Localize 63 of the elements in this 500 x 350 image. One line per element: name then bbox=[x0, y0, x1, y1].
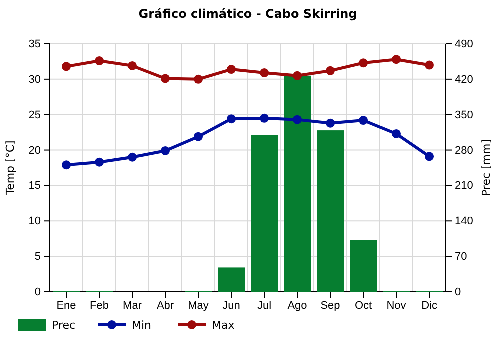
point bbox=[227, 65, 236, 74]
y-tick-label: 15 bbox=[28, 180, 41, 192]
point bbox=[359, 58, 368, 68]
legend-label: Max bbox=[212, 319, 236, 332]
x-tick-label: Mar bbox=[123, 300, 142, 312]
point bbox=[161, 74, 170, 84]
x-tick-label: Oct bbox=[354, 300, 372, 312]
y-tick-label: 25 bbox=[28, 109, 41, 122]
bar bbox=[251, 135, 278, 292]
x-tick-label: Abr bbox=[156, 300, 174, 312]
x-tick-label: Ene bbox=[56, 300, 76, 312]
point bbox=[326, 66, 335, 76]
bar bbox=[284, 76, 311, 292]
point bbox=[128, 152, 137, 162]
point bbox=[128, 61, 137, 70]
point bbox=[194, 132, 203, 142]
x-tick-label: Dic bbox=[422, 300, 438, 312]
point bbox=[62, 160, 71, 170]
chart-title: Gráfico climático - Cabo Skirring bbox=[138, 7, 358, 21]
bar bbox=[350, 240, 377, 292]
point bbox=[293, 115, 302, 124]
y2-tick-label: 140 bbox=[455, 216, 474, 228]
x-tick-label: Feb bbox=[90, 300, 109, 312]
y2-axis-title: Prec [mm] bbox=[480, 139, 493, 197]
point bbox=[260, 114, 269, 123]
point bbox=[62, 62, 71, 72]
point bbox=[95, 158, 104, 167]
point bbox=[227, 114, 236, 124]
y-tick-label: 5 bbox=[34, 251, 41, 264]
x-tick-label: Sep bbox=[320, 300, 340, 312]
bar bbox=[218, 268, 245, 292]
point bbox=[194, 74, 203, 84]
point bbox=[425, 152, 434, 162]
point bbox=[161, 146, 170, 156]
point bbox=[392, 55, 401, 64]
x-tick-label: Jul bbox=[257, 300, 272, 312]
y-tick-label: 10 bbox=[28, 216, 41, 228]
legend-label: Prec bbox=[52, 319, 76, 332]
y-tick-label: 30 bbox=[28, 74, 41, 86]
y2-tick-label: 350 bbox=[455, 109, 474, 122]
point bbox=[392, 129, 401, 138]
legend-label: Min bbox=[132, 319, 152, 332]
x-tick-label: Ago bbox=[288, 300, 308, 312]
y2-tick-label: 210 bbox=[455, 180, 474, 192]
y2-tick-label: 280 bbox=[455, 144, 474, 157]
x-tick-label: Nov bbox=[386, 300, 407, 312]
y-tick-label: 0 bbox=[34, 286, 41, 299]
point bbox=[260, 68, 269, 78]
y2-tick-label: 70 bbox=[455, 251, 468, 264]
y-tick-label: 20 bbox=[28, 144, 41, 157]
y2-tick-label: 0 bbox=[455, 286, 462, 299]
point bbox=[293, 71, 302, 80]
point bbox=[359, 116, 368, 126]
y2-tick-label: 420 bbox=[455, 74, 474, 86]
x-tick-label: May bbox=[188, 300, 210, 312]
point bbox=[425, 60, 434, 70]
y2-tick-label: 490 bbox=[455, 38, 474, 51]
point bbox=[326, 118, 335, 128]
bar bbox=[317, 130, 344, 292]
y-axis-title: Temp [°C] bbox=[4, 140, 17, 196]
y-tick-label: 35 bbox=[28, 38, 41, 51]
x-tick-label: Jun bbox=[222, 300, 240, 312]
point bbox=[95, 56, 104, 66]
